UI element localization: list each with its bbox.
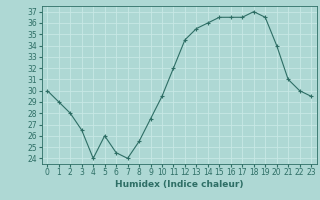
X-axis label: Humidex (Indice chaleur): Humidex (Indice chaleur) xyxy=(115,180,244,189)
